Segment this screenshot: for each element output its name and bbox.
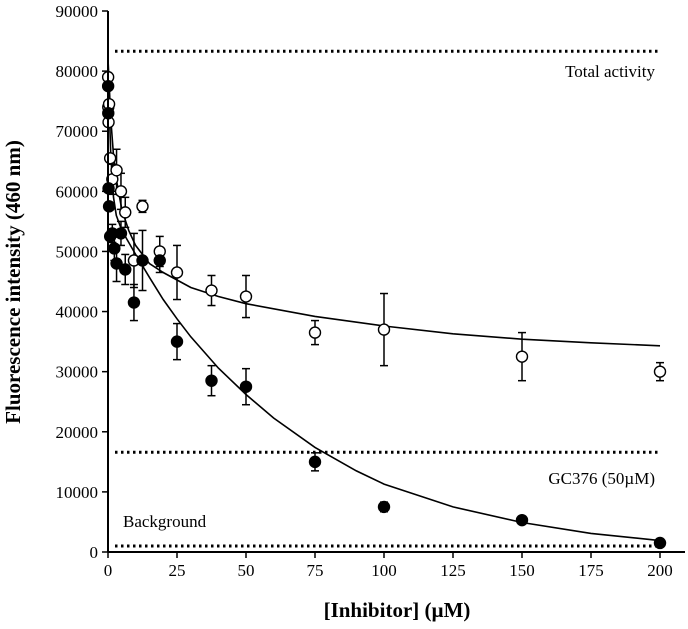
tick-labels: 0 10000 20000 30000 40000 50000 60000 70000 8000… xyxy=(56,2,673,580)
x-tick-label-4: 100 xyxy=(371,561,397,580)
data-point-series-0-15 xyxy=(308,326,322,339)
data-point-series-1-6 xyxy=(108,242,121,255)
gc376-label: GC376 (50µM) xyxy=(548,469,655,488)
y-tick-label-5: 50000 xyxy=(56,242,99,261)
y-tick-label-6: 60000 xyxy=(56,182,99,201)
data-point-series-1-15 xyxy=(239,380,253,393)
axes xyxy=(102,10,685,558)
data-point-series-0-13 xyxy=(205,284,218,297)
data-point-series-1-11 xyxy=(136,254,149,267)
y-tick-label-1: 10000 xyxy=(56,483,99,502)
x-tick-label-6: 150 xyxy=(509,561,535,580)
data-point-series-0-18 xyxy=(653,365,667,378)
y-tick-label-7: 70000 xyxy=(56,122,99,141)
data-point-series-1-18 xyxy=(515,513,529,527)
data-point-series-0-8 xyxy=(119,206,132,219)
data-point-series-0-10 xyxy=(136,200,149,213)
x-tick-label-0: 0 xyxy=(104,561,113,580)
reference-lines xyxy=(115,49,660,548)
data-point-series-1-10 xyxy=(127,296,141,309)
x-tick-label-5: 125 xyxy=(440,561,466,580)
x-tick-label-8: 200 xyxy=(647,561,673,580)
y-tick-label-2: 20000 xyxy=(56,423,99,442)
y-tick-label-9: 90000 xyxy=(56,2,99,21)
data-point-series-1-17 xyxy=(377,500,391,514)
total-activity-label: Total activity xyxy=(565,62,655,81)
data-point-series-1-8 xyxy=(114,227,128,240)
x-tick-label-1: 25 xyxy=(169,561,186,580)
data-point-series-0-4 xyxy=(103,152,117,165)
data-point-series-0-14 xyxy=(239,290,253,303)
x-axis-title: [Inhibitor] (µM) xyxy=(324,598,471,622)
data-point-series-0-16 xyxy=(377,323,391,336)
data-point-series-1-13 xyxy=(170,335,184,348)
y-tick-label-3: 30000 xyxy=(56,363,99,382)
data-point-series-1-3 xyxy=(102,200,116,213)
y-tick-label-8: 80000 xyxy=(56,62,99,81)
data-point-series-0-17 xyxy=(515,350,529,363)
data-point-series-0-6 xyxy=(110,164,123,177)
x-tick-label-2: 50 xyxy=(238,561,255,580)
x-tick-label-3: 75 xyxy=(307,561,324,580)
data-point-series-0-12 xyxy=(170,266,184,279)
background-label: Background xyxy=(123,512,207,531)
data-point-series-1-12 xyxy=(153,254,166,267)
y-axis-title: Fluorescence intensity (460 nm) xyxy=(1,140,25,424)
y-tick-label-0: 0 xyxy=(90,543,99,562)
y-tick-label-4: 40000 xyxy=(56,303,99,322)
data-point-series-1-14 xyxy=(205,374,218,387)
data-point-series-1-7 xyxy=(110,257,123,270)
fit-curve-series-1 xyxy=(107,71,661,542)
data-points xyxy=(101,70,667,550)
data-point-series-0-7 xyxy=(114,185,128,198)
data-point-series-1-9 xyxy=(119,263,132,276)
x-tick-label-7: 175 xyxy=(578,561,604,580)
data-point-series-1-19 xyxy=(653,536,667,550)
data-point-series-1-16 xyxy=(308,455,322,469)
